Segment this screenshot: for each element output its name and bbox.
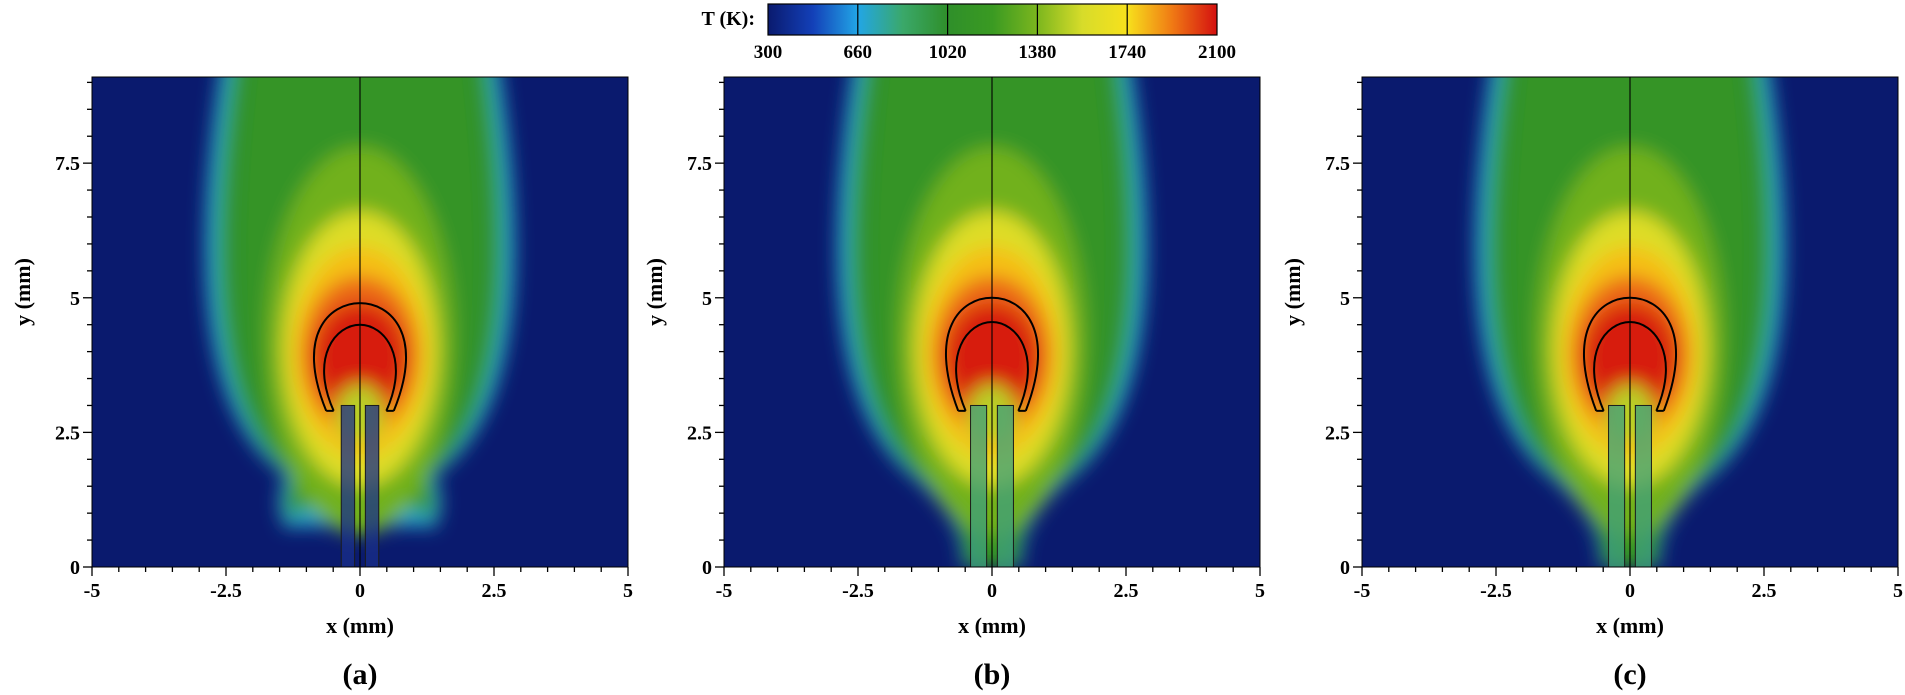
colorbar-ticks: 300 660 1020 1380 1740 2100 bbox=[754, 4, 1236, 63]
panel-c: -5 -2.5 0 2.5 5 0 2.5 5 7.5 (c) x (mm) y (mm) bbox=[1280, 76, 1903, 691]
panel-c-x-tick-label--2.5: -2.5 bbox=[1480, 580, 1512, 602]
panel-a: -5 -2.5 0 2.5 5 0 2.5 5 7.5 (a) x (mm) y (mm) bbox=[10, 76, 633, 691]
panel-b-y-tick-label-0: 0 bbox=[702, 557, 712, 579]
panel-a-plume bbox=[205, 77, 515, 535]
panel-a-temperature-field bbox=[92, 77, 628, 567]
panel-c-y-tick-label-0: 0 bbox=[1340, 557, 1350, 579]
panel-b-y-tick-label-2.5: 2.5 bbox=[687, 422, 712, 444]
panel-b-x-tick-label-5: 5 bbox=[1255, 580, 1265, 602]
colorbar-bar bbox=[767, 3, 1218, 36]
panel-a-y-axis-label: y (mm) bbox=[10, 258, 35, 326]
panel-c-y-axis-label: y (mm) bbox=[1280, 258, 1305, 326]
panel-a-inner-contour bbox=[323, 323, 397, 412]
panel-c-inflow-tube-0 bbox=[1608, 404, 1626, 567]
panel-a-x-tick-label-5: 5 bbox=[623, 580, 633, 602]
panel-a-x-tick-label--2.5: -2.5 bbox=[210, 580, 242, 602]
panel-b-inner-contour bbox=[955, 320, 1029, 412]
panel-b-outer-contour bbox=[945, 296, 1039, 412]
panel-b-x-axis-label: x (mm) bbox=[958, 613, 1026, 638]
colorbar-tick-label-1380: 1380 bbox=[1018, 42, 1056, 63]
panel-a-y-tick-label-2.5: 2.5 bbox=[55, 422, 80, 444]
panel-b-temperature-field bbox=[724, 77, 1260, 567]
panel-b-x-tick-label-2.5: 2.5 bbox=[1114, 580, 1139, 602]
colorbar-tick-label-300: 300 bbox=[754, 42, 783, 63]
panel-a-y-tick-label-7.5: 7.5 bbox=[55, 153, 80, 175]
panel-b-x-tick-label--2.5: -2.5 bbox=[842, 580, 874, 602]
panel-b-y-tick-label-5: 5 bbox=[702, 288, 712, 310]
panel-a-y-tick-label-0: 0 bbox=[70, 557, 80, 579]
colorbar-tick-label-2100: 2100 bbox=[1198, 42, 1236, 63]
colorbar-tick-label-660: 660 bbox=[844, 42, 873, 63]
panel-b-y-tick-label-7.5: 7.5 bbox=[687, 153, 712, 175]
panel-c-y-tick-label-7.5: 7.5 bbox=[1325, 153, 1350, 175]
panel-a-outer-contour bbox=[313, 302, 407, 412]
panel-a-x-tick-label-2.5: 2.5 bbox=[482, 580, 507, 602]
panel-c-y-tick-label-2.5: 2.5 bbox=[1325, 422, 1350, 444]
panel-c-x-tick-label-5: 5 bbox=[1893, 580, 1903, 602]
panel-c-outer-contour bbox=[1583, 296, 1677, 412]
panel-b-plot-area: -5 -2.5 0 2.5 5 0 2.5 5 7.5 bbox=[687, 76, 1265, 602]
panel-a-x-tick-label-0: 0 bbox=[355, 580, 365, 602]
panel-a-inflow-tube-0 bbox=[340, 404, 356, 567]
colorbar-tick-label-1740: 1740 bbox=[1108, 42, 1146, 63]
panel-a-y-tick-label-5: 5 bbox=[70, 288, 80, 310]
colorbar-tick-label-1020: 1020 bbox=[929, 42, 967, 63]
panel-a-label: (a) bbox=[343, 658, 378, 691]
panel-b-inflow-tube-0 bbox=[970, 404, 988, 567]
panel-b: -5 -2.5 0 2.5 5 0 2.5 5 7.5 (b) x (mm) y (mm) bbox=[642, 76, 1265, 691]
colorbar-label: T (K): bbox=[701, 8, 755, 30]
panel-c-x-tick-label--5: -5 bbox=[1354, 580, 1371, 602]
colorbar: T (K): 300 660 1020 1380 1740 2100 bbox=[701, 3, 1236, 63]
panel-c-y-tick-label-5: 5 bbox=[1340, 288, 1350, 310]
panel-c-plot-area: -5 -2.5 0 2.5 5 0 2.5 5 7.5 bbox=[1325, 76, 1903, 602]
panel-c-x-tick-label-2.5: 2.5 bbox=[1752, 580, 1777, 602]
panel-c-temperature-field bbox=[1362, 77, 1898, 567]
panel-c-x-tick-label-0: 0 bbox=[1625, 580, 1635, 602]
panel-b-inflow-tube-1 bbox=[996, 404, 1014, 567]
panel-a-x-axis-label: x (mm) bbox=[326, 613, 394, 638]
panel-b-x-tick-label-0: 0 bbox=[987, 580, 997, 602]
panel-b-label: (b) bbox=[974, 658, 1011, 691]
panel-c-label: (c) bbox=[1613, 658, 1646, 691]
panel-a-inflow-tube-1 bbox=[364, 404, 380, 567]
panel-b-y-axis-label: y (mm) bbox=[642, 258, 667, 326]
panel-b-x-tick-label--5: -5 bbox=[716, 580, 733, 602]
panel-c-x-axis-label: x (mm) bbox=[1596, 613, 1664, 638]
panel-c-inner-contour bbox=[1593, 320, 1667, 412]
panel-a-x-tick-label--5: -5 bbox=[84, 580, 101, 602]
panel-c-inflow-tube-1 bbox=[1634, 404, 1652, 567]
panel-a-plot-area: -5 -2.5 0 2.5 5 0 2.5 5 7.5 bbox=[55, 76, 633, 602]
